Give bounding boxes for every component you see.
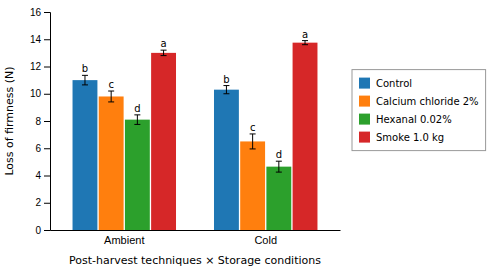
y-tick-mark <box>44 12 50 13</box>
legend-swatch <box>359 96 370 107</box>
y-axis-title: Loss of firmness (N) <box>3 66 16 175</box>
legend-swatch <box>359 114 370 125</box>
marks <box>73 41 318 230</box>
y-axis: 0 2 4 6 8 10 12 14 16 <box>30 7 51 236</box>
bar-letter: c <box>250 122 256 133</box>
legend-item: Control <box>359 78 412 89</box>
chart: b b c c d d a a 0 2 4 6 8 10 12 14 16 Ambient Cold Post-har… <box>0 0 500 272</box>
y-tick-mark <box>44 39 50 40</box>
y-tick-label: 0 <box>35 225 41 236</box>
bar-letter: c <box>108 79 114 90</box>
y-tick: 6 <box>35 143 50 154</box>
legend-item: Calcium chloride 2% <box>359 96 479 107</box>
legend-label: Calcium chloride 2% <box>376 96 479 107</box>
y-tick-mark <box>44 121 50 122</box>
y-tick: 16 <box>30 7 50 18</box>
y-axis-line <box>44 13 51 231</box>
y-tick-mark <box>44 230 50 231</box>
bar-letter: d <box>134 103 140 114</box>
legend-swatch <box>359 78 370 89</box>
x-tick: Ambient <box>104 234 144 246</box>
y-tick: 10 <box>30 88 50 99</box>
bar <box>240 141 265 230</box>
y-tick-mark <box>44 67 50 68</box>
x-axis: Ambient Cold <box>51 231 341 246</box>
y-tick-label: 10 <box>30 88 42 99</box>
y-tick: 8 <box>35 116 50 127</box>
bar-letter: b <box>223 74 229 85</box>
bar-letter: b <box>82 63 88 74</box>
x-axis-line <box>51 230 341 231</box>
chart-container: b b c c d d a a 0 2 4 6 8 10 12 14 16 Ambient Cold Post-har… <box>0 0 500 272</box>
legend-swatch <box>359 132 370 143</box>
legend-item: Hexanal 0.02% <box>359 114 452 125</box>
y-tick-mark <box>44 94 50 95</box>
legend-item: Smoke 1.0 kg <box>359 132 444 143</box>
legend-frame <box>352 70 486 151</box>
letters: b b c c d d a a <box>82 29 308 161</box>
bar-letter: a <box>160 38 166 49</box>
error-bar <box>276 161 282 172</box>
y-tick: 14 <box>30 34 50 45</box>
x-axis-title: Post-harvest techniques × Storage condit… <box>69 254 321 267</box>
error-bar <box>82 75 88 85</box>
y-tick-label: 16 <box>30 7 42 18</box>
legend-label: Smoke 1.0 kg <box>376 132 444 143</box>
x-tick: Cold <box>254 234 277 246</box>
legend-label: Control <box>376 78 412 89</box>
y-tick-label: 14 <box>30 34 42 45</box>
error-bar <box>108 91 114 102</box>
x-tick-label: Ambient <box>104 234 144 246</box>
y-tick-label: 12 <box>30 61 42 72</box>
error-bar <box>134 115 140 125</box>
y-tick: 4 <box>35 170 50 181</box>
y-tick: 12 <box>30 61 50 72</box>
bar-letter: d <box>276 149 282 160</box>
bar-letter: a <box>302 29 308 40</box>
bar <box>214 90 239 230</box>
y-tick-label: 8 <box>35 116 41 127</box>
plot: b b c c d d a a 0 2 4 6 8 10 12 14 16 Ambient Cold <box>30 7 341 246</box>
y-tick-label: 2 <box>35 197 41 208</box>
x-tick-label: Cold <box>254 234 277 246</box>
y-tick: 2 <box>35 197 50 208</box>
error-bar <box>161 50 167 55</box>
bar <box>125 120 150 230</box>
error-bar <box>250 134 256 149</box>
bar <box>99 96 124 230</box>
bar <box>266 167 291 230</box>
bar <box>73 80 98 230</box>
y-tick-label: 4 <box>35 170 41 181</box>
error-bar <box>223 86 229 94</box>
y-tick-label: 6 <box>35 143 41 154</box>
y-tick-mark <box>44 148 50 149</box>
legend-label: Hexanal 0.02% <box>376 114 452 125</box>
bar <box>293 43 318 230</box>
bar <box>151 53 176 230</box>
y-tick-mark <box>44 203 50 204</box>
error-bar <box>302 41 308 45</box>
legend: Control Calcium chloride 2% Hexanal 0.02% S… <box>352 70 486 151</box>
y-tick: 0 <box>35 225 50 236</box>
y-tick-mark <box>44 176 50 177</box>
